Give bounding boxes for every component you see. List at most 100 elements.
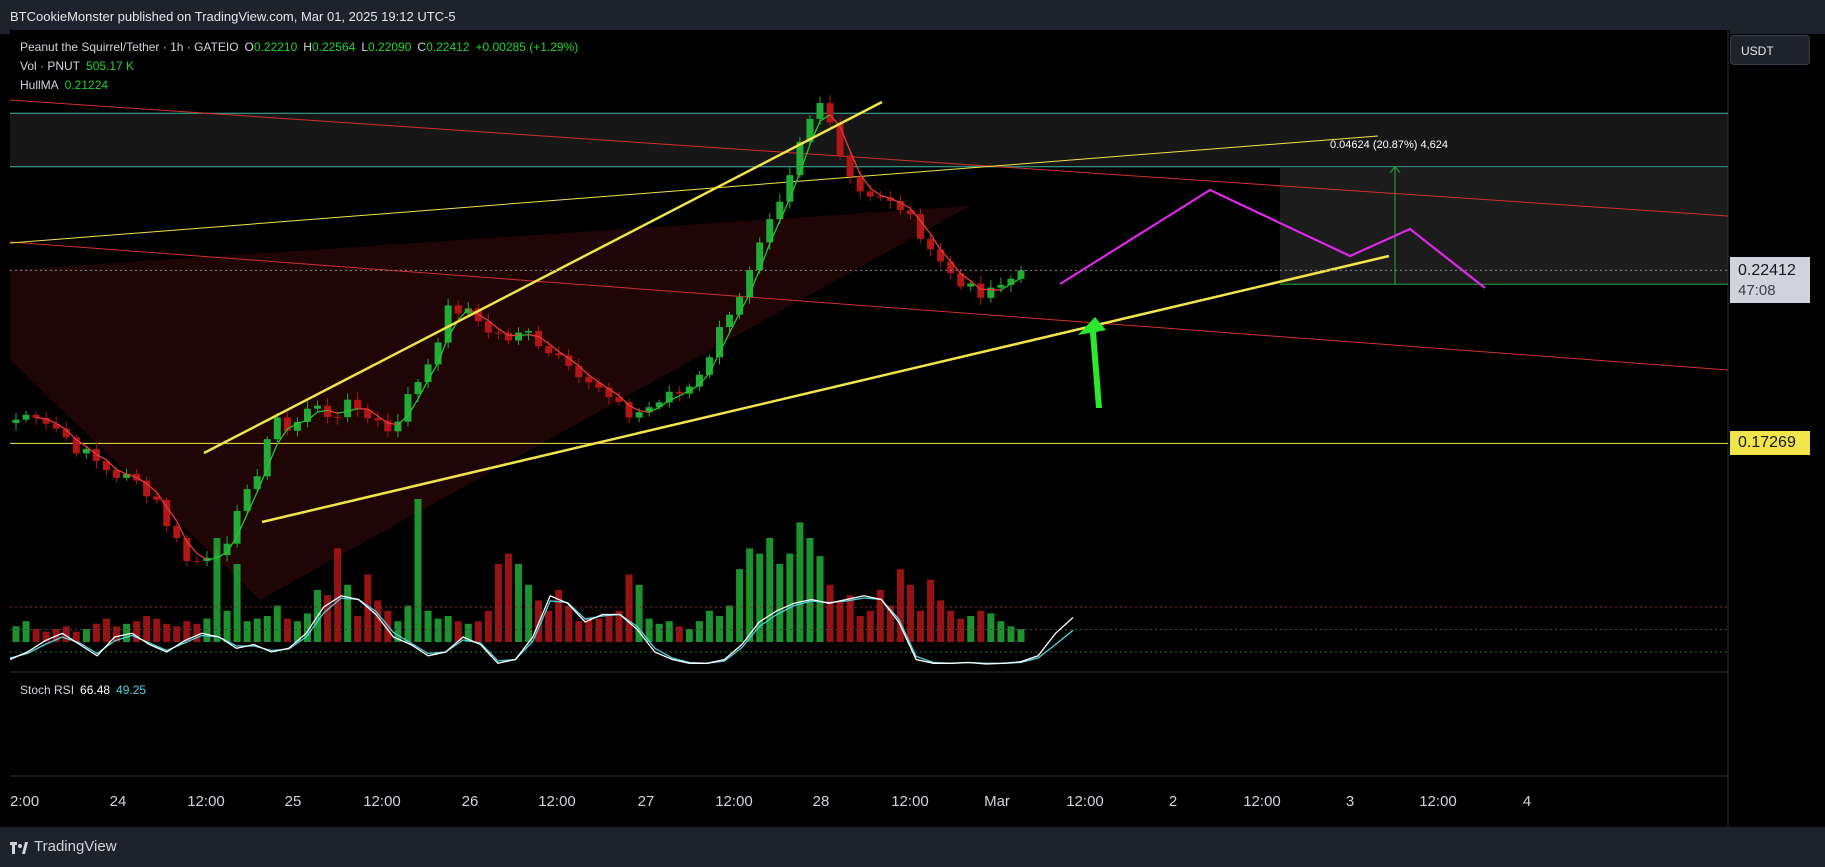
candle-body <box>515 332 522 341</box>
candles <box>12 95 1025 567</box>
volume-bar <box>173 626 181 642</box>
candle-body <box>113 470 120 478</box>
volume-bar <box>334 548 342 642</box>
candle-body <box>555 353 563 356</box>
hullma-segment <box>819 114 831 122</box>
symbol-label[interactable]: Peanut the Squirrel/Tether · 1h · GATEIO <box>20 40 239 54</box>
volume-bar <box>183 621 191 642</box>
hullma-segment <box>337 410 348 414</box>
volume-bar <box>605 616 613 642</box>
hullma-segment <box>960 273 972 282</box>
currency-button[interactable]: USDT <box>1730 35 1810 65</box>
candle-body <box>605 387 613 398</box>
volume-bar <box>846 595 854 642</box>
candle-body <box>283 417 291 431</box>
time-tick-label: 12:00 <box>715 793 753 810</box>
candle-body <box>886 197 894 201</box>
volume-bar <box>575 621 583 642</box>
hullma-segment <box>648 406 660 413</box>
channel-upper-line <box>10 99 1729 217</box>
volume-bar <box>716 616 723 642</box>
volume-label[interactable]: Vol · PNUT <box>20 59 81 73</box>
time-tick-label: Mar <box>984 793 1010 810</box>
volume-bar <box>474 621 482 642</box>
rsi-k-line <box>10 594 1074 665</box>
volume-bar <box>886 605 894 642</box>
candle-body <box>967 283 975 287</box>
volume-bar <box>203 618 211 642</box>
volume-bar <box>917 610 924 642</box>
hullma-segment <box>367 408 379 417</box>
volume-bar <box>806 538 814 642</box>
volume-bar <box>585 618 593 642</box>
stoch-rsi-pane: 100.000.00 <box>10 594 1728 665</box>
candle-body <box>42 418 50 424</box>
time-tick-label: 2:00 <box>10 793 39 810</box>
volume-bar <box>685 629 693 642</box>
volume-bar <box>213 538 221 642</box>
volume-bar <box>424 610 432 642</box>
volume-bar <box>374 600 382 642</box>
hullma-segment <box>206 557 218 561</box>
volume-bar <box>153 618 161 642</box>
hullma-segment <box>1000 283 1012 291</box>
hullma-segment <box>950 260 962 275</box>
hullma-label[interactable]: HullMA <box>20 78 59 92</box>
candle-body <box>464 308 472 314</box>
candle-body <box>535 330 543 347</box>
candle-body <box>404 394 412 422</box>
candle-body <box>102 461 110 471</box>
candle-body <box>615 397 623 402</box>
volume-bar <box>72 631 80 642</box>
volume-bar <box>283 618 291 642</box>
candle-body <box>324 405 332 417</box>
volume-bar <box>163 623 171 642</box>
candle-body <box>655 402 663 408</box>
candle-body <box>675 391 683 394</box>
volume-bar <box>515 564 522 642</box>
volume-bar <box>625 574 633 642</box>
candle-body <box>625 401 633 418</box>
hullma-segment <box>498 328 509 336</box>
candle-body <box>253 476 261 490</box>
candle-body <box>866 191 874 197</box>
candle-body <box>575 365 583 378</box>
chart-canvas[interactable]: 100.000.00 0.300000.260000.240000.200000… <box>10 30 1730 827</box>
volume-bar <box>404 605 412 642</box>
candle-body <box>726 314 734 328</box>
volume-bar <box>102 618 110 642</box>
resistance-zone <box>10 113 1728 167</box>
hullma-segment <box>85 446 97 456</box>
volume-bar <box>464 623 472 642</box>
volume-bar <box>92 623 100 642</box>
candle-body <box>213 555 221 558</box>
hullma-segment <box>146 483 158 493</box>
hullma-segment <box>919 220 932 235</box>
volume-bar <box>665 621 673 642</box>
hullma-segment <box>880 194 891 199</box>
candle-body <box>917 214 924 239</box>
volume-bar <box>42 631 50 642</box>
candle-body <box>876 196 884 198</box>
volume-bar <box>32 629 40 642</box>
volume-bar <box>243 621 251 642</box>
volume-bar <box>324 595 332 642</box>
tradingview-brand[interactable]: TradingView <box>10 838 117 855</box>
volume-bar <box>866 610 874 642</box>
candle-body <box>585 377 593 383</box>
volume-bar <box>545 610 553 642</box>
stoch-rsi-label[interactable]: Stoch RSI <box>20 683 75 697</box>
candle-body <box>716 327 723 358</box>
volume-bar <box>565 605 573 642</box>
hullma-segment <box>166 506 178 522</box>
volume-bar <box>113 626 120 642</box>
candle-body <box>314 405 321 409</box>
candle-body <box>997 284 1005 288</box>
stoch-rsi-d-value: 49.25 <box>116 683 147 697</box>
volume-bar <box>535 600 543 642</box>
hullma-segment <box>518 334 529 337</box>
hullma-segment <box>307 411 318 421</box>
long-trend-line <box>10 135 1379 244</box>
hullma-segment <box>487 320 499 330</box>
change-value: +0.00285 (+1.29%) <box>475 40 579 54</box>
